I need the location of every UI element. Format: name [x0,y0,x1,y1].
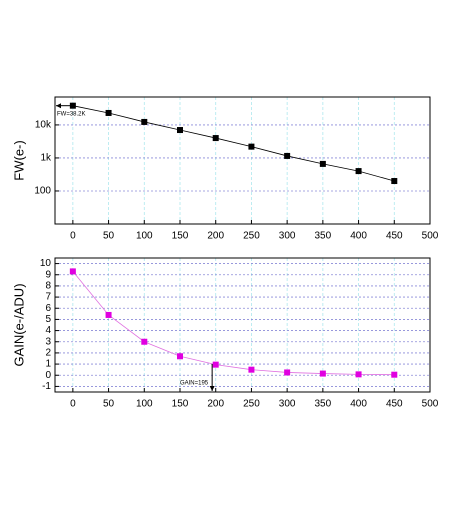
plot-frame [54,257,431,393]
data-point [177,353,183,360]
data-line [72,105,395,182]
data-point [177,127,183,134]
x-tick-label: 150 [172,231,189,242]
data-point [248,143,255,150]
x-tick-label: 0 [70,399,76,410]
y-tick-label: 5 [45,314,51,325]
y-tick-label: 10k [35,120,52,131]
data-point [212,135,219,142]
annotation: GAIN=195 [180,381,209,387]
x-tick-label: 400 [350,231,367,242]
data-point [212,361,219,368]
y-tick-label: 2 [45,348,51,359]
data-line [72,271,395,376]
x-tick-label: 500 [422,399,439,410]
x-tick-label: 250 [243,231,260,242]
annotation: FW=38.2K [57,111,86,117]
x-tick-label: 350 [315,399,332,410]
y-axis-title: FW(e-) [11,140,26,180]
x-tick-label: 150 [172,399,189,410]
data-point [69,102,76,109]
data-point [355,168,362,175]
y-tick-label: 7 [45,292,51,303]
x-tick-label: 400 [350,399,367,410]
x-tick-label: 50 [103,231,115,242]
x-tick-label: 350 [315,231,332,242]
data-point [284,152,291,159]
data-point [391,178,398,185]
data-point [141,338,148,345]
x-tick-label: 50 [103,399,115,410]
arrow-head [56,103,61,109]
x-tick-label: 250 [243,399,260,410]
data-point [248,366,255,373]
data-point [141,118,148,125]
y-tick-label: 10 [40,258,52,269]
x-tick-label: 200 [207,231,224,242]
data-point [391,371,398,378]
y-tick-label: 1 [45,359,51,370]
x-tick-label: 450 [386,399,403,410]
y-tick-label: 6 [45,303,51,314]
y-tick-label: 8 [45,281,51,292]
x-tick-label: 500 [422,231,439,242]
data-point [319,370,326,377]
x-tick-label: 300 [279,399,296,410]
y-tick-label: 4 [45,325,51,336]
data-point [284,369,291,376]
x-tick-label: 450 [386,231,403,242]
data-point [319,160,326,167]
y-tick-label: 1k [40,153,52,164]
y-tick-label: -1 [42,381,51,392]
data-point [69,268,76,275]
plot-frame [54,96,431,225]
data-point [105,109,112,116]
x-tick-label: 300 [279,231,296,242]
y-axis-title: GAIN(e-/ADU) [11,283,26,366]
data-point [105,311,112,318]
y-tick-label: 3 [45,336,51,347]
data-point [355,371,362,378]
arrow-head [209,386,215,391]
x-tick-label: 200 [207,399,224,410]
x-tick-label: 100 [136,231,153,242]
x-tick-label: 100 [136,399,153,410]
y-tick-label: 0 [45,370,51,381]
y-tick-label: 100 [34,186,51,197]
x-tick-label: 0 [70,231,76,242]
y-tick-label: 9 [45,269,51,280]
